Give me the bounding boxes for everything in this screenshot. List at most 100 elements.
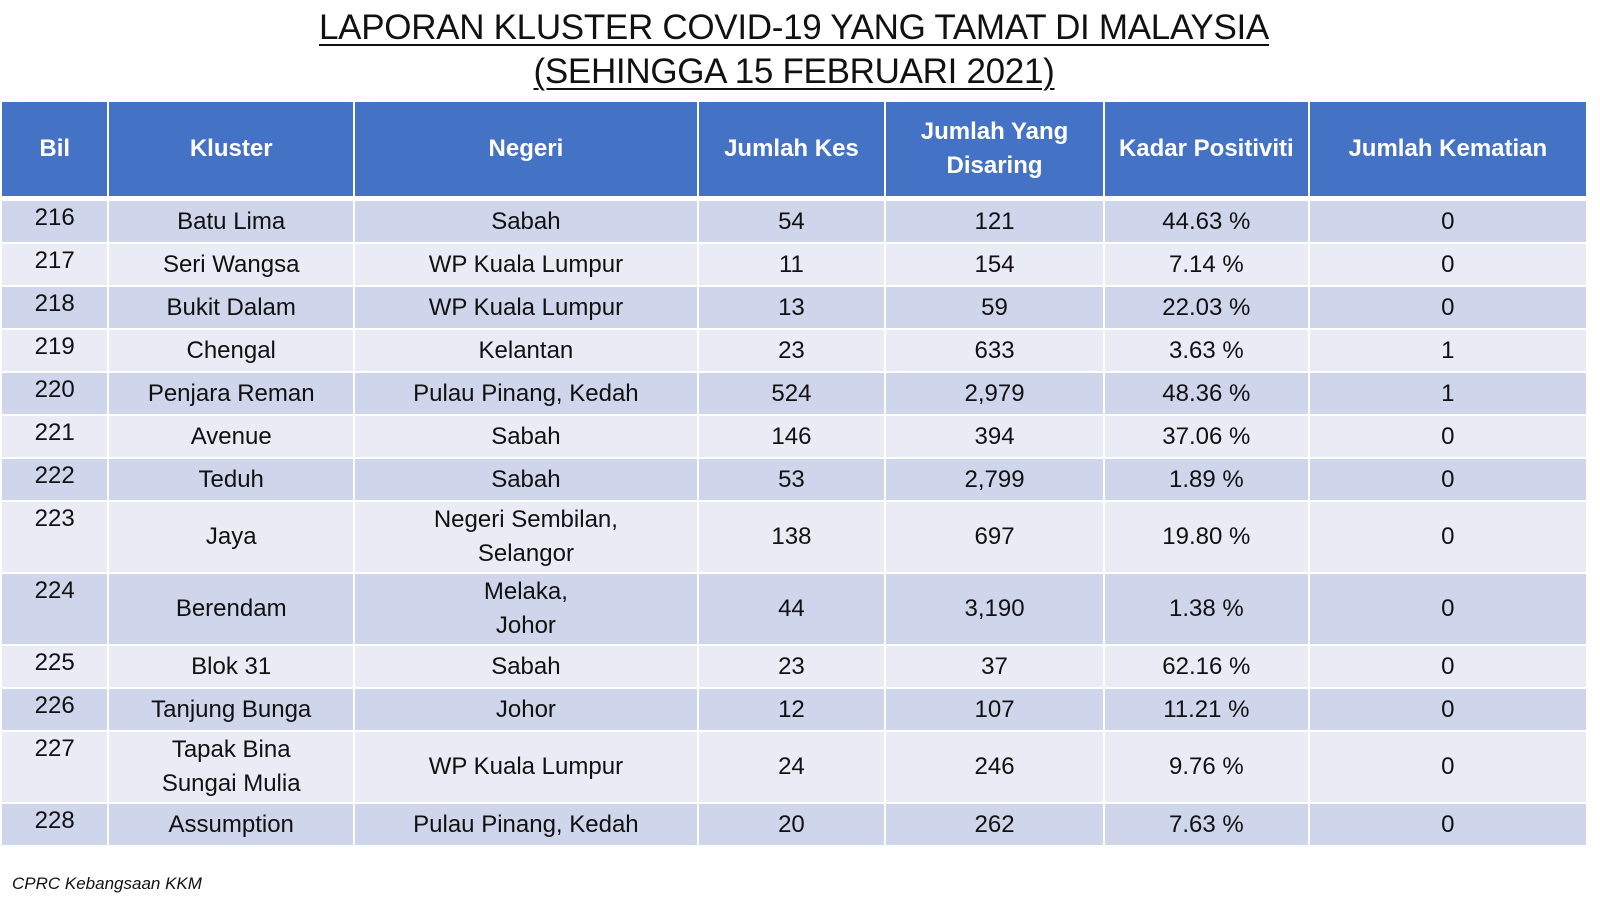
table-row: 221 Avenue Sabah 146 394 37.06 % 0	[2, 416, 1586, 457]
cell-jumlah-kes: 24	[698, 732, 885, 802]
cell-kluster-line-1: Teduh	[198, 465, 264, 493]
cell-jumlah-kematian: 0	[1309, 287, 1586, 328]
cell-jumlah-kematian: 0	[1309, 732, 1586, 802]
cell-negeri-line-1: Sabah	[491, 207, 561, 235]
cell-bil: 216	[2, 198, 108, 242]
cell-kadar-positiviti: 19.80 %	[1105, 502, 1308, 572]
cell-jumlah-disaring: 697	[886, 502, 1104, 572]
cell-jumlah-kematian: 0	[1309, 459, 1586, 500]
cell-kadar-positiviti: 44.63 %	[1105, 198, 1308, 242]
cell-jumlah-disaring: 262	[886, 804, 1104, 845]
cell-bil: 221	[2, 416, 108, 457]
cell-kluster-line-1: Seri Wangsa	[162, 250, 300, 278]
cell-negeri-line-1: Pulau Pinang, Kedah	[413, 379, 639, 407]
cell-jumlah-disaring: 154	[886, 244, 1104, 285]
cell-negeri: Sabah	[354, 646, 697, 687]
cell-kluster: Bukit Dalam	[109, 287, 353, 328]
table-row: 222 Teduh Sabah 53 2,799 1.89 % 0	[2, 459, 1586, 500]
table-row: 226 Tanjung Bunga Johor 12 107 11.21 % 0	[2, 689, 1586, 730]
header-row: Bil Kluster Negeri Jumlah Kes Jumlah Yan…	[2, 102, 1586, 196]
cell-jumlah-disaring: 121	[886, 198, 1104, 242]
cell-negeri-line-1: WP Kuala Lumpur	[428, 753, 624, 780]
cell-kluster-line-1: Tapak Bina	[171, 736, 291, 763]
cell-negeri-line-1: WP Kuala Lumpur	[428, 250, 624, 278]
cell-kluster: Tanjung Bunga	[109, 689, 353, 730]
table-row: 216 Batu Lima Sabah 54 121 44.63 % 0	[2, 198, 1586, 242]
header-kluster: Kluster	[109, 102, 353, 196]
table-row: 223 Jaya Negeri Sembilan, Selangor 138 697 19.…	[2, 502, 1586, 572]
cell-jumlah-kes: 138	[698, 502, 885, 572]
cell-negeri-line-1: Johor	[495, 695, 556, 723]
cell-kluster-line-1: Bukit Dalam	[166, 293, 296, 321]
cell-negeri: WP Kuala Lumpur	[354, 732, 697, 802]
title-line-1: LAPORAN KLUSTER COVID-19 YANG TAMAT DI M…	[319, 8, 1269, 47]
cell-jumlah-kematian: 0	[1309, 198, 1586, 242]
header-jumlah-disaring-line-2: Disaring	[946, 152, 1043, 179]
cell-negeri-line-1: Sabah	[491, 465, 561, 493]
cell-jumlah-kes: 12	[698, 689, 885, 730]
cell-kluster: Tapak Bina Sungai Mulia	[109, 732, 353, 802]
cell-bil: 219	[2, 330, 108, 371]
cell-kluster-line-1: Tanjung Bunga	[151, 695, 312, 723]
table-row: 227 Tapak Bina Sungai Mulia WP Kuala Lumpur…	[2, 732, 1586, 802]
cell-kluster: Berendam	[109, 574, 353, 644]
cell-jumlah-disaring: 107	[886, 689, 1104, 730]
cell-jumlah-kematian: 0	[1309, 574, 1586, 644]
cell-kadar-positiviti: 3.63 %	[1105, 330, 1308, 371]
cell-kluster: Seri Wangsa	[109, 244, 353, 285]
cell-negeri-line-1: Sabah	[491, 422, 561, 450]
cell-kadar-positiviti: 7.63 %	[1105, 804, 1308, 845]
cell-kluster-line-1: Batu Lima	[177, 207, 286, 235]
cell-jumlah-kematian: 1	[1309, 330, 1586, 371]
header-jumlah-kes: Jumlah Kes	[698, 102, 885, 196]
cell-negeri: Sabah	[354, 459, 697, 500]
cell-bil: 227	[2, 732, 108, 802]
cell-negeri-line-2: Johor	[495, 612, 556, 639]
cell-bil: 217	[2, 244, 108, 285]
cell-kadar-positiviti: 48.36 %	[1105, 373, 1308, 414]
cell-negeri: WP Kuala Lumpur	[354, 244, 697, 285]
cell-jumlah-kematian: 0	[1309, 416, 1586, 457]
cell-bil: 218	[2, 287, 108, 328]
cell-jumlah-disaring: 2,799	[886, 459, 1104, 500]
footer-source: CPRC Kebangsaan KKM	[12, 874, 202, 893]
header-negeri: Negeri	[354, 102, 697, 196]
cell-kadar-positiviti: 7.14 %	[1105, 244, 1308, 285]
cell-kluster-line-1: Jaya	[205, 523, 257, 550]
cell-kadar-positiviti: 22.03 %	[1105, 287, 1308, 328]
cell-kadar-positiviti: 9.76 %	[1105, 732, 1308, 802]
cell-negeri: Sabah	[354, 416, 697, 457]
cell-jumlah-kes: 20	[698, 804, 885, 845]
cell-kadar-positiviti: 37.06 %	[1105, 416, 1308, 457]
cell-kluster-line-1: Blok 31	[191, 652, 272, 680]
cell-negeri: Pulau Pinang, Kedah	[354, 373, 697, 414]
cell-kluster: Batu Lima	[109, 198, 353, 242]
cell-bil: 228	[2, 804, 108, 845]
table-row: 220 Penjara Reman Pulau Pinang, Kedah 524 2,…	[2, 373, 1586, 414]
table-row: 218 Bukit Dalam WP Kuala Lumpur 13 59 22.03 %…	[2, 287, 1586, 328]
cell-negeri-line-1: Kelantan	[478, 336, 574, 364]
cell-negeri: Melaka, Johor	[354, 574, 697, 644]
cell-jumlah-kes: 11	[698, 244, 885, 285]
cell-negeri: WP Kuala Lumpur	[354, 287, 697, 328]
cell-jumlah-disaring: 59	[886, 287, 1104, 328]
cell-jumlah-disaring: 246	[886, 732, 1104, 802]
cell-negeri: Negeri Sembilan, Selangor	[354, 502, 697, 572]
cell-kluster-line-1: Assumption	[168, 810, 294, 838]
cell-kadar-positiviti: 11.21 %	[1105, 689, 1308, 730]
cell-jumlah-kematian: 0	[1309, 689, 1586, 730]
cell-jumlah-kematian: 0	[1309, 804, 1586, 845]
cell-negeri: Kelantan	[354, 330, 697, 371]
table-row: 228 Assumption Pulau Pinang, Kedah 20 262 7.6…	[2, 804, 1586, 845]
table-body: 216 Batu Lima Sabah 54 121 44.63 % 0 217 Seri Wa…	[2, 198, 1586, 845]
cell-jumlah-disaring: 633	[886, 330, 1104, 371]
cell-jumlah-kes: 54	[698, 198, 885, 242]
cell-jumlah-disaring: 2,979	[886, 373, 1104, 414]
header-jumlah-disaring-line-1: Jumlah Yang	[920, 118, 1069, 145]
cell-jumlah-kes: 13	[698, 287, 885, 328]
cell-bil: 225	[2, 646, 108, 687]
cell-kadar-positiviti: 62.16 %	[1105, 646, 1308, 687]
cell-kluster-line-1: Avenue	[190, 422, 272, 450]
cell-kluster: Blok 31	[109, 646, 353, 687]
cell-bil: 222	[2, 459, 108, 500]
